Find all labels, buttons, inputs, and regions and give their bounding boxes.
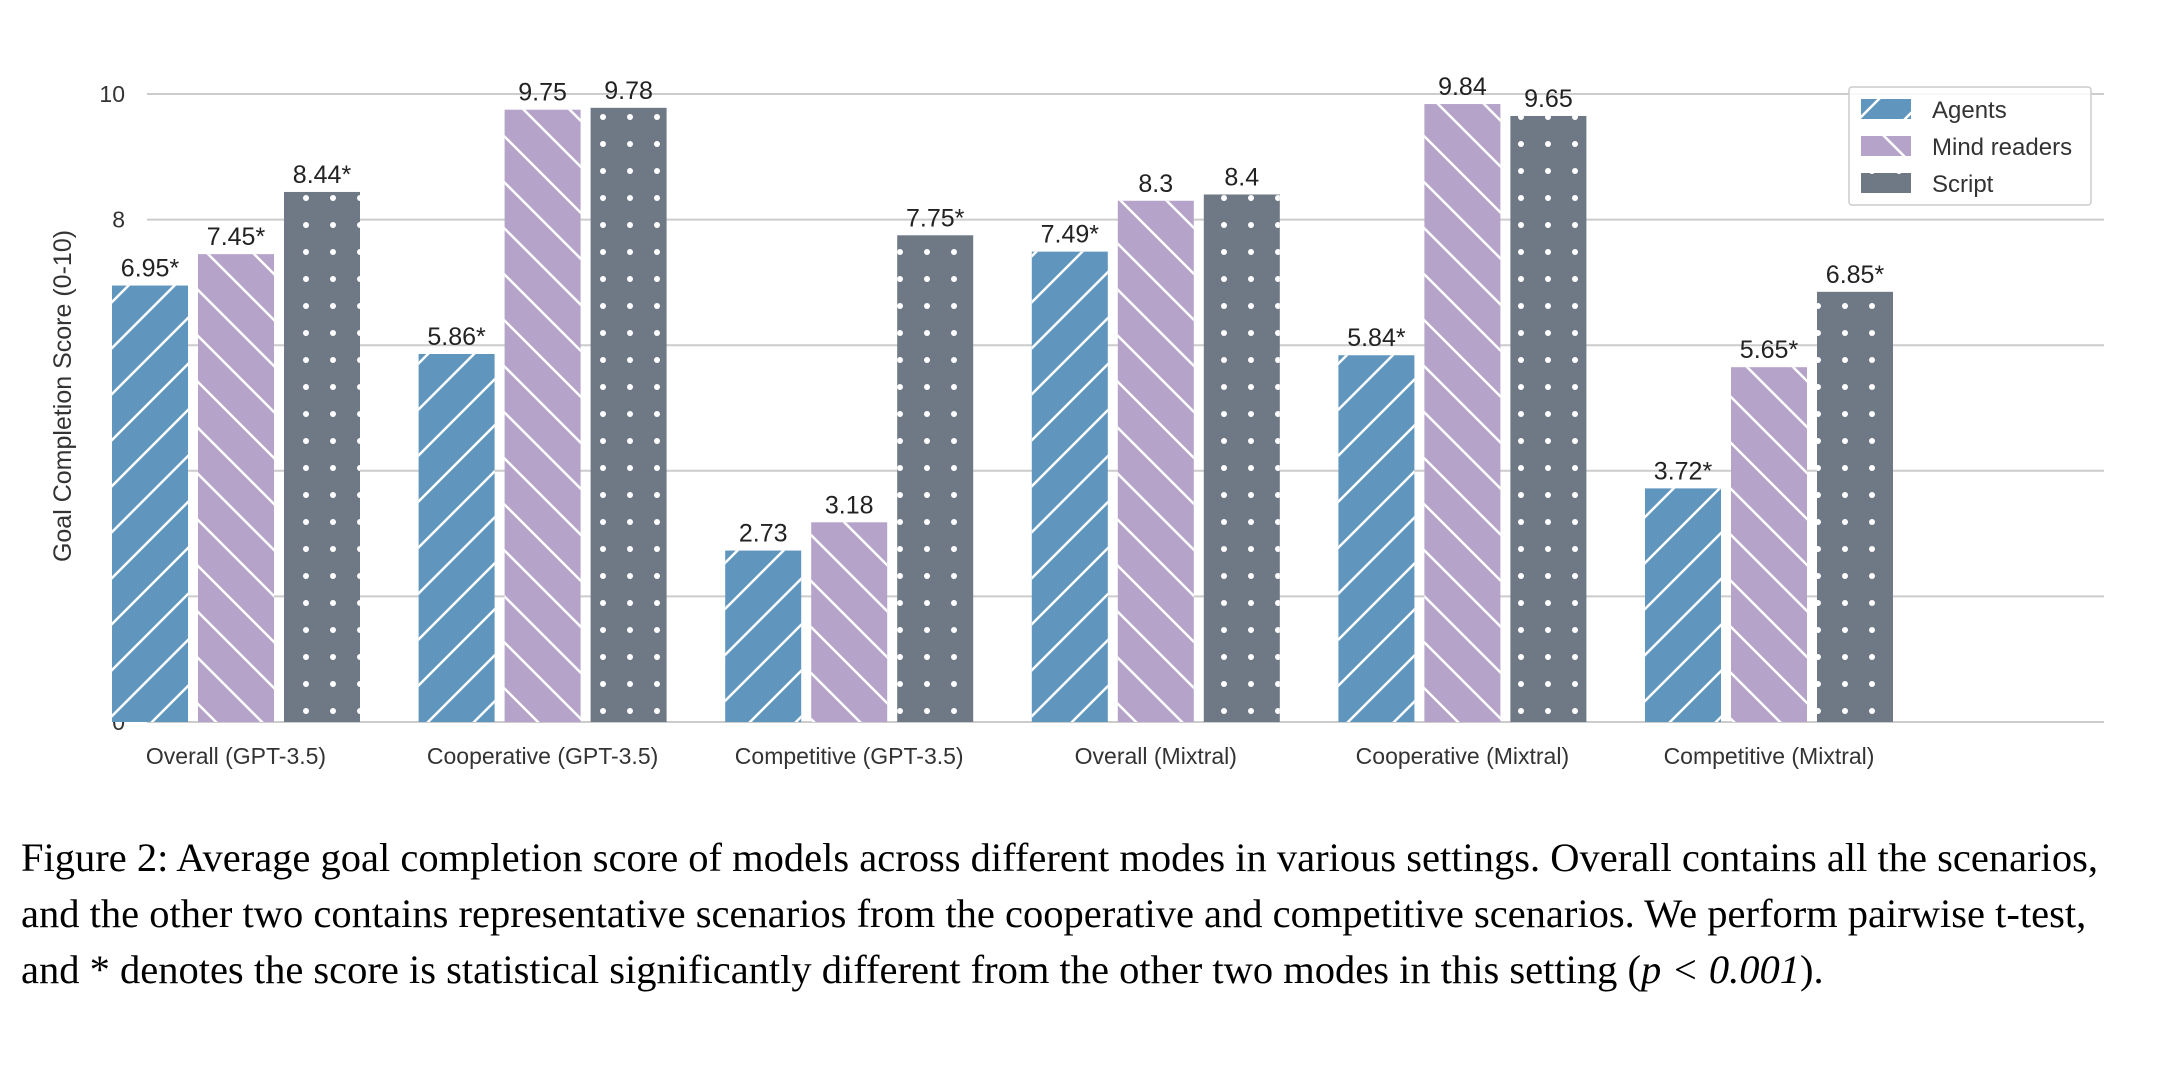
- caption-math: p < 0.001: [1641, 947, 1800, 992]
- bar-agents-cooperative-mixtral-pattern: [1338, 355, 1415, 722]
- legend-label-mind-readers: Mind readers: [1932, 134, 2072, 161]
- value-label-mind-readers-cooperative-mixtral: 9.84: [1438, 73, 1487, 101]
- legend: Agents Mind readers Script: [1848, 86, 2092, 206]
- value-label-mind-readers-competitive-mixtral: 5.65*: [1740, 336, 1799, 364]
- bar-agents-competitive-mixtral: [1645, 488, 1721, 722]
- bar-mind-readers-competitive-gpt-3-5-pattern: [811, 522, 888, 722]
- bar-script-overall-mixtral: [1203, 194, 1280, 723]
- bars: [112, 104, 1893, 723]
- value-label-agents-competitive-gpt-3-5: 2.73: [739, 520, 788, 548]
- value-label-script-cooperative-gpt-3-5: 9.78: [604, 77, 653, 105]
- bar-agents-competitive-gpt-3-5-pattern: [725, 550, 802, 722]
- bar-mind-readers-competitive-mixtral-pattern: [1731, 367, 1807, 722]
- bar-mind-readers-competitive-gpt-3-5: [811, 522, 888, 722]
- bar-script-competitive-gpt-3-5: [897, 235, 974, 723]
- bar-agents-overall-mixtral: [1031, 251, 1108, 723]
- bar-script-competitive-mixtral-pattern: [1817, 291, 1893, 722]
- x-tick-label-cooperative-gpt-3-5: Cooperative (GPT-3.5): [427, 743, 658, 769]
- x-tick-label-cooperative-mixtral: Cooperative (Mixtral): [1356, 743, 1569, 769]
- bar-mind-readers-overall-mixtral: [1117, 200, 1194, 722]
- bar-mind-readers-cooperative-mixtral: [1424, 104, 1501, 723]
- bar-script-competitive-mixtral: [1817, 291, 1893, 722]
- value-label-script-competitive-mixtral: 6.85*: [1826, 261, 1885, 289]
- bar-mind-readers-cooperative-mixtral-pattern: [1424, 104, 1501, 723]
- x-tick-label-overall-gpt-3-5: Overall (GPT-3.5): [146, 743, 326, 769]
- value-label-mind-readers-overall-gpt-3-5: 7.45*: [207, 223, 266, 251]
- bar-mind-readers-cooperative-gpt-3-5: [504, 109, 581, 722]
- x-tick-label-overall-mixtral: Overall (Mixtral): [1075, 743, 1237, 769]
- figure-caption: Figure 2: Average goal completion score …: [21, 830, 2151, 998]
- value-label-agents-overall-mixtral: 7.49*: [1041, 221, 1100, 249]
- value-label-mind-readers-cooperative-gpt-3-5: 9.75: [518, 79, 567, 107]
- bar-script-cooperative-mixtral: [1510, 115, 1587, 723]
- value-label-agents-overall-gpt-3-5: 6.95*: [121, 255, 180, 283]
- y-tick-label-8: 8: [112, 207, 125, 233]
- value-label-script-cooperative-mixtral: 9.65: [1524, 85, 1573, 113]
- legend-swatch-pattern-script: [1861, 173, 1911, 193]
- value-label-mind-readers-competitive-gpt-3-5: 3.18: [825, 491, 874, 519]
- bar-script-competitive-gpt-3-5-pattern: [897, 235, 974, 723]
- value-label-script-overall-mixtral: 8.4: [1224, 163, 1259, 191]
- bar-chart: 0246810 6.95*5.86*2.737.49*5.84*3.72*7.4…: [49, 73, 2104, 769]
- value-label-script-competitive-gpt-3-5: 7.75*: [906, 204, 965, 232]
- x-tick-label-competitive-gpt-3-5: Competitive (GPT-3.5): [735, 743, 964, 769]
- bar-mind-readers-overall-mixtral-pattern: [1117, 200, 1194, 722]
- value-label-agents-competitive-mixtral: 3.72*: [1654, 457, 1713, 485]
- data-labels: 6.95* 5.86* 2.73 7.49* 5.84* 3.72* 7.45* 9.75 3.…: [121, 73, 1885, 548]
- bar-mind-readers-overall-gpt-3-5-pattern: [198, 254, 274, 722]
- bar-script-cooperative-gpt-3-5-pattern: [590, 107, 667, 723]
- bar-script-overall-gpt-3-5-pattern: [284, 191, 360, 722]
- bar-script-cooperative-gpt-3-5: [590, 107, 667, 723]
- y-axis-title: Goal Completion Score (0-10): [49, 230, 77, 562]
- legend-swatch-pattern-mind-readers: [1861, 136, 1911, 156]
- bar-agents-cooperative-gpt-3-5: [418, 353, 495, 722]
- bar-agents-competitive-mixtral-pattern: [1645, 488, 1721, 722]
- bar-agents-overall-gpt-3-5: [112, 285, 188, 722]
- bar-script-overall-gpt-3-5: [284, 191, 360, 722]
- value-label-agents-cooperative-mixtral: 5.84*: [1347, 324, 1406, 352]
- bar-agents-competitive-gpt-3-5: [725, 550, 802, 722]
- bar-agents-cooperative-mixtral: [1338, 355, 1415, 722]
- bar-agents-cooperative-gpt-3-5-pattern: [418, 353, 495, 722]
- bar-mind-readers-cooperative-gpt-3-5-pattern: [504, 109, 581, 722]
- bar-mind-readers-competitive-mixtral: [1731, 367, 1807, 722]
- bar-script-cooperative-mixtral-pattern: [1510, 115, 1587, 723]
- bar-agents-overall-gpt-3-5-pattern: [112, 285, 188, 722]
- x-tick-label-competitive-mixtral: Competitive (Mixtral): [1664, 743, 1875, 769]
- value-label-mind-readers-overall-mixtral: 8.3: [1138, 170, 1173, 198]
- legend-swatch-pattern-agents: [1861, 99, 1911, 119]
- legend-label-script: Script: [1932, 171, 1994, 198]
- caption-end: ).: [1800, 947, 1824, 992]
- chart-area: 0246810 6.95*5.86*2.737.49*5.84*3.72*7.4…: [49, 73, 2104, 769]
- x-axis-ticks: Overall (GPT-3.5) Cooperative (GPT-3.5) Co…: [146, 743, 1875, 769]
- value-label-agents-cooperative-gpt-3-5: 5.86*: [427, 323, 486, 351]
- value-label-script-overall-gpt-3-5: 8.44*: [293, 161, 352, 189]
- bar-script-overall-mixtral-pattern: [1203, 194, 1280, 723]
- bar-mind-readers-overall-gpt-3-5: [198, 254, 274, 722]
- y-tick-label-10: 10: [99, 81, 125, 107]
- bar-agents-overall-mixtral-pattern: [1031, 251, 1108, 723]
- legend-label-agents: Agents: [1932, 97, 2007, 124]
- caption-text: Figure 2: Average goal completion score …: [21, 835, 2098, 992]
